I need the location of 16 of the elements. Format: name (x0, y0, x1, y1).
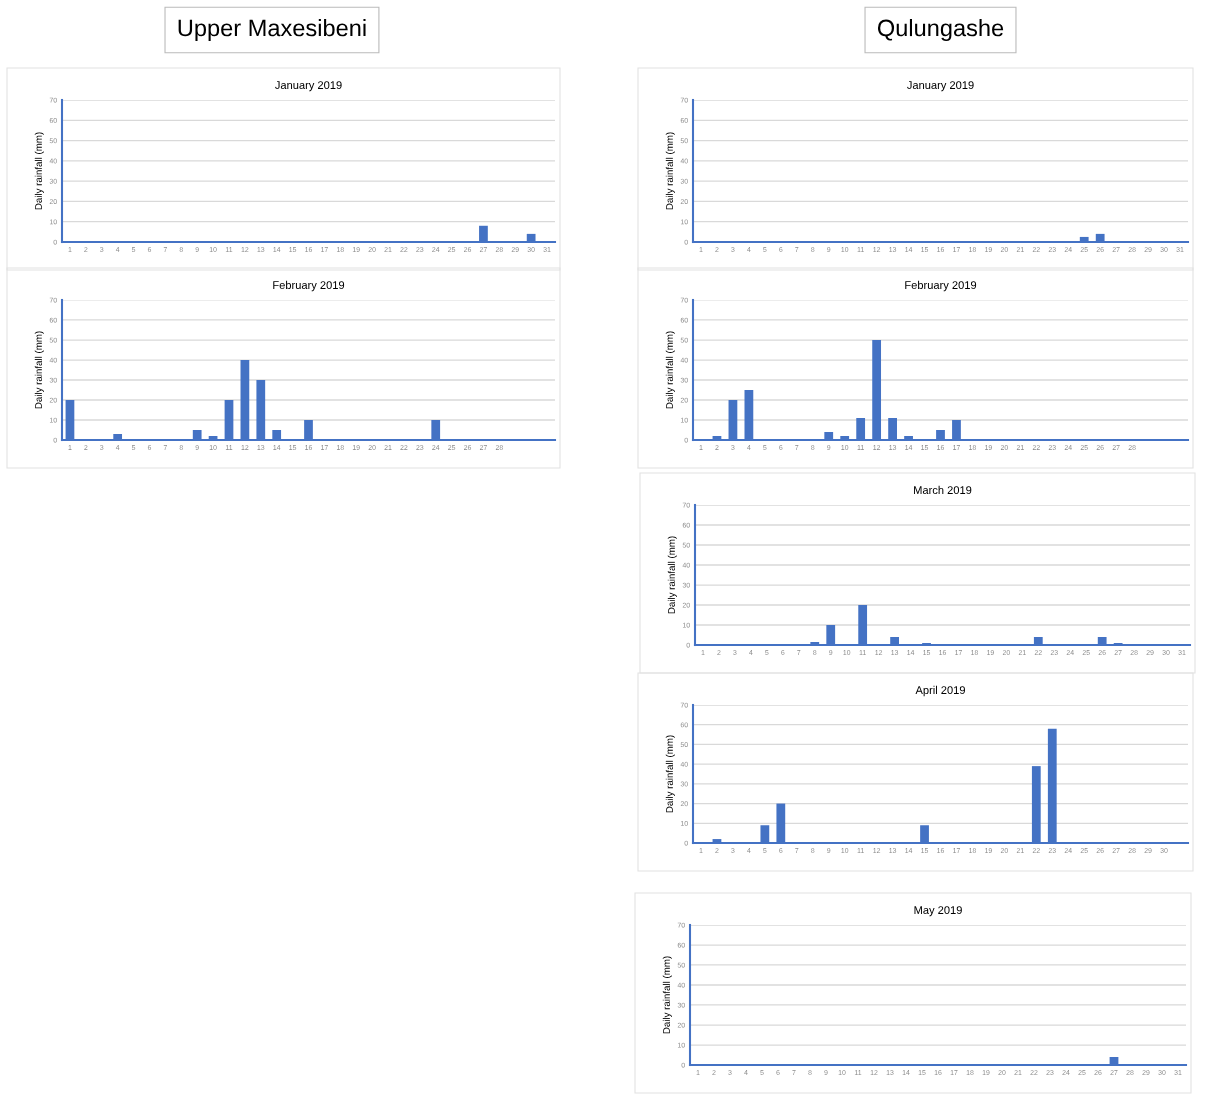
y-axis-title: Daily rainfall (mm) (34, 331, 44, 409)
chart-title: May 2019 (914, 906, 962, 917)
text: Upper Maxesibeni (178, 19, 366, 42)
chart-title: February 2019 (273, 280, 345, 292)
chart-title: January 2019 (907, 81, 974, 92)
chart-title: January 2019 (275, 81, 342, 92)
chart-title: April 2019 (915, 685, 965, 697)
y-axis-title: Daily rainfall (mm) (34, 132, 44, 210)
y-axis-title: Daily rainfall (mm) (665, 132, 675, 210)
y-axis-title: Daily rainfall (mm) (665, 735, 675, 813)
y-axis-title: Daily rainfall (mm) (667, 536, 677, 614)
chart-title: February 2019 (905, 280, 977, 292)
y-axis-title: Daily rainfall (mm) (662, 956, 672, 1034)
text: Qulungashe (877, 19, 1004, 42)
chart-title: March 2019 (914, 485, 972, 494)
y-axis-title: Daily rainfall (mm) (665, 331, 675, 409)
